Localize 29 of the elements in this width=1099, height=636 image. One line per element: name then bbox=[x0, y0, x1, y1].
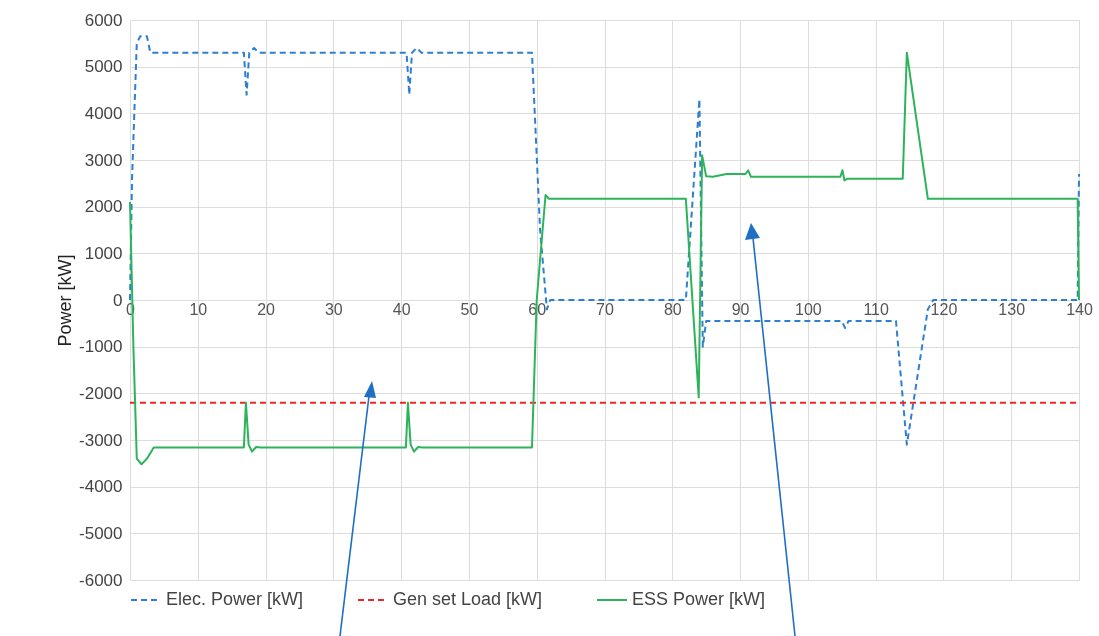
legend-label: ESS Power [kW] bbox=[632, 589, 766, 609]
y-tick-label: 2000 bbox=[84, 197, 123, 217]
x-tick-label: 10 bbox=[189, 300, 208, 318]
y-tick-label: -3000 bbox=[79, 430, 123, 450]
y-tick-label: 3000 bbox=[84, 150, 123, 170]
x-tick-label: 130 bbox=[998, 300, 1026, 318]
y-tick-label: 6000 bbox=[84, 10, 123, 30]
x-tick-label: 140 bbox=[1066, 300, 1093, 318]
y-tick-label: -5000 bbox=[79, 523, 123, 543]
x-tick-label: 20 bbox=[257, 300, 276, 318]
y-tick-label: -4000 bbox=[79, 477, 123, 497]
legend-label: Gen set Load [kW] bbox=[393, 589, 543, 609]
x-tick-label: 100 bbox=[795, 300, 822, 318]
y-tick-label: 1000 bbox=[84, 243, 123, 263]
y-tick-label: -1000 bbox=[79, 337, 123, 357]
x-tick-label: 50 bbox=[460, 300, 479, 318]
y-tick-label: 4000 bbox=[84, 103, 123, 123]
x-tick-label: 30 bbox=[324, 300, 343, 318]
x-tick-label: 90 bbox=[731, 300, 750, 318]
x-tick-label: 40 bbox=[392, 300, 411, 318]
legend-label: Elec. Power [kW] bbox=[166, 589, 304, 609]
x-tick-label: 80 bbox=[663, 300, 682, 318]
x-tick-label: 70 bbox=[596, 300, 614, 318]
y-axis-title: Power [kW] bbox=[55, 254, 76, 347]
y-tick-label: 5000 bbox=[84, 57, 123, 77]
x-tick-label: 120 bbox=[930, 300, 958, 318]
y-tick-label: -2000 bbox=[79, 383, 123, 403]
x-tick-label: 110 bbox=[863, 300, 889, 318]
y-tick-label: -6000 bbox=[79, 570, 123, 590]
